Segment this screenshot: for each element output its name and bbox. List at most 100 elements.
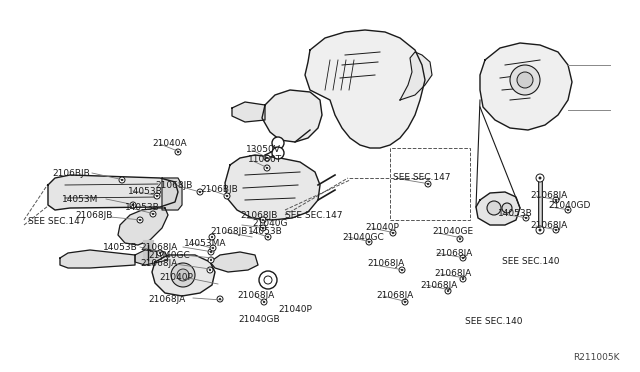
Text: SEE SEC.140: SEE SEC.140 <box>502 257 559 266</box>
Circle shape <box>210 259 212 261</box>
Circle shape <box>264 276 272 284</box>
Circle shape <box>211 236 213 238</box>
Polygon shape <box>480 43 572 130</box>
Circle shape <box>402 299 408 305</box>
Circle shape <box>217 296 223 302</box>
Circle shape <box>368 241 370 243</box>
Circle shape <box>219 298 221 300</box>
Polygon shape <box>152 255 215 296</box>
Circle shape <box>425 181 431 187</box>
Circle shape <box>119 177 125 183</box>
Circle shape <box>457 236 463 242</box>
Circle shape <box>159 252 161 254</box>
Circle shape <box>266 167 268 169</box>
Text: 21068JB: 21068JB <box>75 212 113 221</box>
Circle shape <box>207 267 213 273</box>
Circle shape <box>536 226 544 234</box>
Circle shape <box>267 236 269 238</box>
Circle shape <box>517 72 533 88</box>
Circle shape <box>392 232 394 234</box>
Circle shape <box>171 263 195 287</box>
Circle shape <box>260 217 266 223</box>
Text: 21068JB: 21068JB <box>155 180 193 189</box>
Text: 14053B: 14053B <box>248 227 283 235</box>
Polygon shape <box>476 192 520 225</box>
Text: 21068JA: 21068JA <box>530 221 567 230</box>
Polygon shape <box>48 175 178 210</box>
Text: 21068JA: 21068JA <box>237 292 275 301</box>
Text: 2106BJB: 2106BJB <box>200 185 237 193</box>
Circle shape <box>260 225 266 231</box>
Circle shape <box>154 193 160 199</box>
Circle shape <box>445 288 451 294</box>
Text: 21068JA: 21068JA <box>420 280 457 289</box>
Circle shape <box>226 195 228 197</box>
Text: 21040GC: 21040GC <box>148 250 189 260</box>
Circle shape <box>199 191 201 193</box>
Circle shape <box>272 137 284 149</box>
Circle shape <box>197 189 203 195</box>
Circle shape <box>502 203 512 213</box>
Circle shape <box>264 165 270 171</box>
Circle shape <box>487 201 501 215</box>
Circle shape <box>427 183 429 185</box>
Polygon shape <box>262 90 322 142</box>
Text: 21040GB: 21040GB <box>238 315 280 324</box>
Circle shape <box>212 247 214 249</box>
Text: 14053B: 14053B <box>498 208 532 218</box>
Circle shape <box>132 204 134 206</box>
Circle shape <box>390 230 396 236</box>
Circle shape <box>130 202 136 208</box>
Text: 21068JA: 21068JA <box>435 248 472 257</box>
Circle shape <box>261 299 267 305</box>
Circle shape <box>401 269 403 271</box>
Text: 21068JA: 21068JA <box>140 243 177 251</box>
Circle shape <box>555 199 557 201</box>
Circle shape <box>175 149 181 155</box>
Text: 14053M: 14053M <box>62 195 99 203</box>
Circle shape <box>553 197 559 203</box>
Circle shape <box>523 215 529 221</box>
Circle shape <box>152 213 154 215</box>
Circle shape <box>157 250 163 256</box>
Circle shape <box>209 269 211 271</box>
Text: 14053B: 14053B <box>103 243 138 251</box>
Circle shape <box>210 245 216 251</box>
Bar <box>390 148 470 220</box>
Text: R211005K: R211005K <box>573 353 620 362</box>
Circle shape <box>536 174 544 182</box>
Circle shape <box>460 255 466 261</box>
Circle shape <box>177 151 179 153</box>
Text: 21040P: 21040P <box>159 273 193 282</box>
Circle shape <box>539 229 541 231</box>
Text: 21068JB: 21068JB <box>240 212 277 221</box>
Polygon shape <box>225 155 320 220</box>
Circle shape <box>366 239 372 245</box>
Circle shape <box>177 269 189 281</box>
Polygon shape <box>305 30 425 148</box>
Circle shape <box>553 227 559 233</box>
Circle shape <box>263 301 265 303</box>
Circle shape <box>156 195 158 197</box>
Circle shape <box>150 211 156 217</box>
Text: 2106BJB: 2106BJB <box>52 169 90 177</box>
Circle shape <box>210 251 212 253</box>
Text: 13050V: 13050V <box>246 145 281 154</box>
Text: 14053MA: 14053MA <box>184 238 227 247</box>
Polygon shape <box>210 252 258 272</box>
Text: 21068JA: 21068JA <box>376 292 413 301</box>
Polygon shape <box>400 52 432 100</box>
Text: 21040G: 21040G <box>252 219 287 228</box>
Circle shape <box>266 157 268 159</box>
Circle shape <box>460 276 466 282</box>
Polygon shape <box>162 178 182 210</box>
Text: 14053B: 14053B <box>125 203 160 212</box>
Circle shape <box>525 217 527 219</box>
Circle shape <box>399 267 405 273</box>
Circle shape <box>404 301 406 303</box>
Circle shape <box>121 179 123 181</box>
Circle shape <box>262 219 264 221</box>
Text: 11060T: 11060T <box>248 155 282 164</box>
Circle shape <box>567 209 569 211</box>
Circle shape <box>259 271 277 289</box>
